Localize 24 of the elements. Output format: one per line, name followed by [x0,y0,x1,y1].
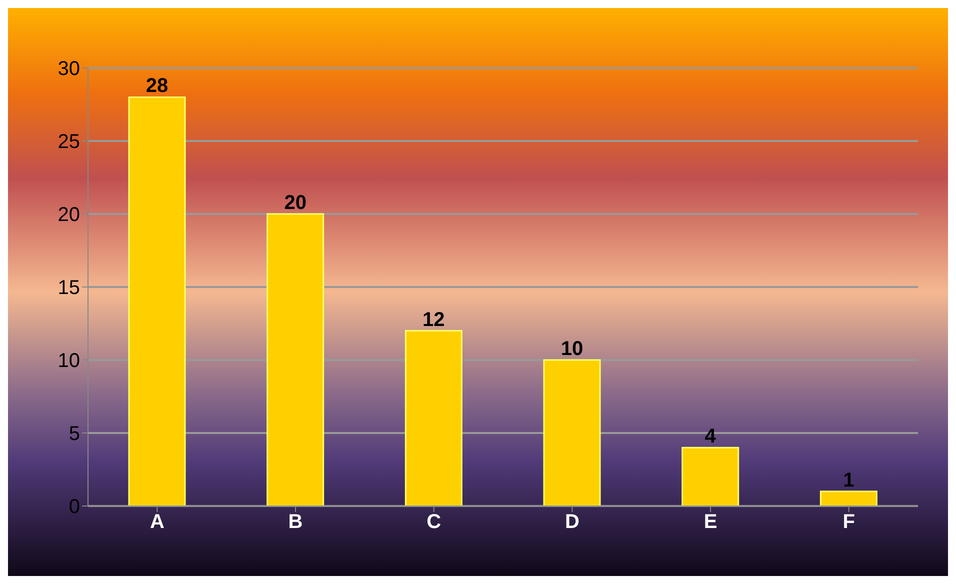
y-tick-label: 5 [68,423,80,446]
y-tick-label: 30 [58,58,80,80]
x-tick-label: C [426,511,442,534]
y-tick-label: 15 [58,277,80,300]
x-tick-label: F [842,511,855,534]
bar [128,96,186,506]
data-label: 28 [146,75,168,98]
y-tick-label: 20 [58,204,80,226]
bar [543,359,601,506]
bar [820,490,878,506]
data-label: 20 [284,192,306,214]
data-label: 1 [843,469,854,492]
bar [266,213,324,506]
y-tick-label: 25 [58,131,80,154]
bar [682,446,740,506]
x-tick-label: E [704,511,718,534]
bar [404,330,462,506]
y-tick-label: 10 [58,350,80,372]
x-tick-label: B [288,511,303,534]
y-tick-label: 0 [68,496,80,518]
x-tick-label: A [150,511,164,534]
data-label: 10 [560,338,584,360]
x-tick-label: D [564,511,580,534]
data-label: 12 [422,308,445,331]
